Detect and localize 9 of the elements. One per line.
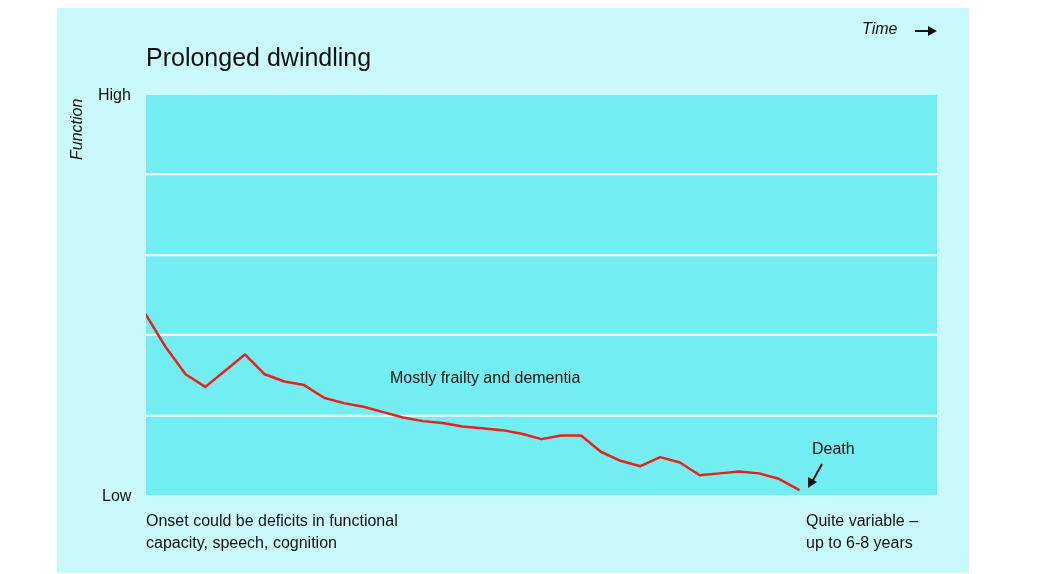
text: Onset could be deficits in functional capacity, speech, cognition bbox=[146, 511, 399, 553]
text: Time bbox=[862, 19, 898, 39]
text: High bbox=[98, 85, 131, 105]
text: Quite variable – up to 6-8 years bbox=[806, 511, 920, 553]
text: Low bbox=[102, 486, 132, 506]
annotation: Death bbox=[812, 439, 855, 459]
chart-title: Prolonged dwindling bbox=[146, 43, 372, 71]
text: Function bbox=[67, 98, 86, 160]
annotation: Mostly frailty and dementia bbox=[390, 368, 581, 388]
